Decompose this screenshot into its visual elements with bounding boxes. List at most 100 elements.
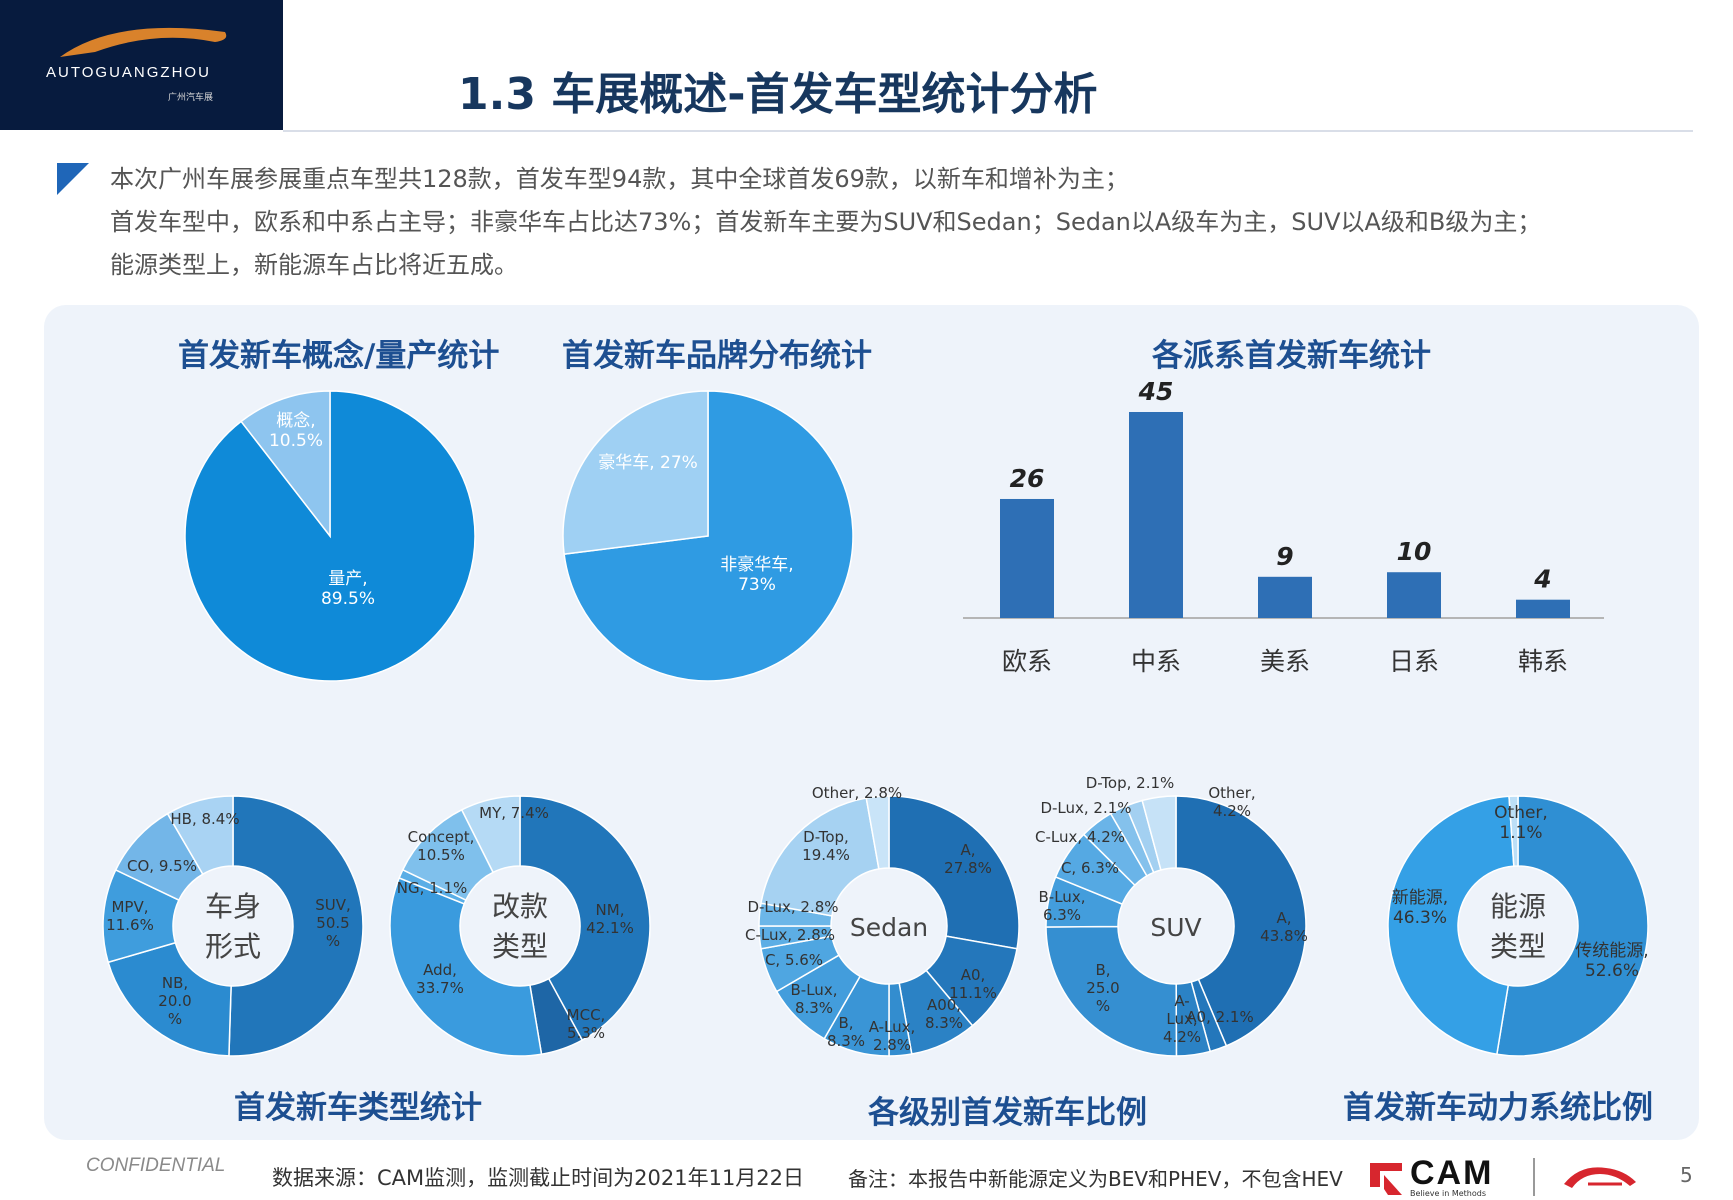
region-category-label-1: 中系 xyxy=(1131,647,1181,676)
footer-divider xyxy=(1533,1158,1535,1196)
sedan-data-label-a00: A00, 8.3% xyxy=(925,996,963,1032)
logo-swoosh-icon xyxy=(60,27,227,57)
concept-data-label-概念: 概念, 10.5% xyxy=(269,410,323,451)
brand-slice-豪华车 xyxy=(562,390,709,556)
logo-subtext: 广州汽车展 xyxy=(168,93,214,103)
power-center-label: 能源类型 xyxy=(1490,890,1546,963)
body-slice-suv xyxy=(228,795,364,1057)
region-bar-3 xyxy=(1387,572,1441,618)
sedan-slice-a xyxy=(888,795,1020,950)
car-logo-icon xyxy=(1564,1167,1636,1188)
sedan-data-label-d-top: D-Top, 19.4% xyxy=(802,828,850,864)
revision-data-label-mcc: MCC, 5.3% xyxy=(567,1006,606,1042)
suv-data-label-other: Other, 4.2% xyxy=(1208,784,1255,820)
summary-line-1: 本次广州车展参展重点车型共128款，首发车型94款，其中全球首发69款，以新车和… xyxy=(110,165,1129,193)
brand-data-label-豪华车: 豪华车, 27% xyxy=(598,452,698,473)
region-category-label-2: 美系 xyxy=(1260,647,1310,676)
slide-header: AUTOGUANGZHOU 广州汽车展 1.3 车展概述-首发车型统计分析 xyxy=(0,0,1733,130)
suv-slice-other xyxy=(1141,795,1177,871)
revision-slice-my xyxy=(460,795,521,874)
revision-data-label-concept: Concept, 10.5% xyxy=(408,828,475,864)
sedan-center-label: Sedan xyxy=(850,913,928,942)
cam-tagline: Believe in Methods xyxy=(1410,1189,1486,1198)
suv-center-label: SUV xyxy=(1150,913,1201,942)
suv-data-label-c-lux: C-Lux, 4.2% xyxy=(1035,828,1125,846)
concept-slice-概念 xyxy=(240,390,331,539)
body-data-label-co: CO, 9.5% xyxy=(127,857,197,875)
power-chart-title: 首发新车动力系统比例 xyxy=(1343,1090,1653,1126)
data-source: 数据来源：CAM监测，监测截止时间为2021年11月22日 xyxy=(272,1166,805,1190)
body-data-label-nb: NB, 20.0% xyxy=(158,974,191,1028)
bullet-triangle-icon xyxy=(57,163,89,195)
region-bar-4 xyxy=(1516,599,1570,618)
revision-data-label-my: MY, 7.4% xyxy=(479,804,549,822)
region-chart-title: 各派系首发新车统计 xyxy=(1152,338,1431,374)
cam-brand: CAM xyxy=(1410,1154,1494,1192)
concept-data-label-量产: 量产, 89.5% xyxy=(321,569,375,609)
region-bar-0 xyxy=(1000,498,1054,618)
brand-chart-title: 首发新车品牌分布统计 xyxy=(562,338,872,374)
auto-guangzhou-logo: AUTOGUANGZHOU 广州汽车展 xyxy=(0,0,283,130)
summary-line-3: 能源类型上，新能源车占比将近五成。 xyxy=(110,251,518,279)
page-number: 5 xyxy=(1680,1163,1693,1187)
suv-slice-a xyxy=(1175,795,1307,1047)
region-category-label-4: 韩系 xyxy=(1518,647,1568,676)
region-category-label-0: 欧系 xyxy=(1002,647,1052,676)
region-value-label-2: 9 xyxy=(1276,542,1293,571)
type-chart-title: 首发新车类型统计 xyxy=(234,1090,482,1126)
region-category-label-3: 日系 xyxy=(1389,647,1439,676)
sedan-data-label-c: C, 5.6% xyxy=(765,951,823,969)
revision-slice-add xyxy=(389,877,543,1057)
body-center-label: 车身形式 xyxy=(205,890,261,963)
sedan-data-label-b: B, 8.3% xyxy=(827,1014,865,1050)
sedan-data-label-b-lux: B-Lux, 8.3% xyxy=(791,981,838,1017)
footnote: 备注：本报告中新能源定义为BEV和PHEV，不包含HEV xyxy=(848,1167,1343,1191)
region-bar-1 xyxy=(1129,412,1183,618)
suv-data-label-c: C, 6.3% xyxy=(1061,859,1119,877)
sedan-slice-other xyxy=(865,795,890,870)
brand-data-label-非豪华车: 非豪华车, 73% xyxy=(720,554,793,595)
sedan-slice-d-top xyxy=(760,797,880,917)
suv-data-label-b: B, 25.0% xyxy=(1086,961,1119,1015)
sedan-data-label-a0: A0, 11.1% xyxy=(949,966,997,1002)
sedan-data-label-a: A, 27.8% xyxy=(944,841,992,877)
suv-data-label-a-lux: A-Lux, 4.2% xyxy=(1163,992,1201,1046)
body-slice-hb xyxy=(166,795,234,876)
sedan-data-label-other: Other, 2.8% xyxy=(812,784,902,802)
suv-data-label-b-lux: B-Lux, 6.3% xyxy=(1039,888,1086,924)
region-value-label-0: 26 xyxy=(1010,464,1045,493)
sedan-data-label-d-lux: D-Lux, 2.8% xyxy=(747,898,838,916)
body-data-label-hb: HB, 8.4% xyxy=(170,810,239,828)
suv-data-label-d-top: D-Top, 2.1% xyxy=(1086,774,1175,792)
summary-text: 本次广州车展参展重点车型共128款，首发车型94款，其中全球首发69款，以新车和… xyxy=(110,158,1541,287)
power-data-label-other: Other, 1.1% xyxy=(1494,803,1548,843)
revision-data-label-add: Add, 33.7% xyxy=(416,961,464,997)
power-data-label-传统能源: 传统能源, 52.6% xyxy=(1575,941,1648,981)
revision-data-label-nm: NM, 42.1% xyxy=(586,901,634,937)
suv-data-label-a0: A0, 2.1% xyxy=(1186,1008,1253,1026)
logo-text: AUTOGUANGZHOU xyxy=(46,64,211,81)
level-chart-title: 各级别首发新车比例 xyxy=(868,1095,1147,1131)
sedan-data-label-a-lux: A-Lux, 2.8% xyxy=(869,1018,916,1054)
suv-slice-b xyxy=(1045,925,1178,1057)
body-slice-nb xyxy=(107,941,232,1057)
title-divider xyxy=(283,130,1693,132)
cam-logo-icon xyxy=(1370,1163,1402,1195)
revision-slice-nm xyxy=(519,795,651,1042)
summary-line-2: 首发车型中，欧系和中系占主导；非豪华车占比达73%；首发新车主要为SUV和Sed… xyxy=(110,208,1542,236)
region-value-label-4: 4 xyxy=(1533,565,1551,594)
power-slice-新能源 xyxy=(1387,795,1515,1056)
power-slice-other xyxy=(1508,795,1519,867)
power-data-label-新能源: 新能源, 46.3% xyxy=(1392,888,1448,928)
sedan-data-label-c-lux: C-Lux, 2.8% xyxy=(745,926,835,944)
power-slice-传统能源 xyxy=(1495,795,1649,1057)
suv-data-label-d-lux: D-Lux, 2.1% xyxy=(1040,799,1131,817)
slide-title: 1.3 车展概述-首发车型统计分析 xyxy=(458,69,1098,120)
body-data-label-suv: SUV, 50.5% xyxy=(315,896,351,950)
confidential-label: CONFIDENTIAL xyxy=(86,1155,226,1176)
body-data-label-mpv: MPV, 11.6% xyxy=(106,898,154,934)
region-bar-2 xyxy=(1258,576,1312,618)
revision-data-label-ng: NG, 1.1% xyxy=(397,879,468,897)
region-value-label-3: 10 xyxy=(1397,537,1432,566)
